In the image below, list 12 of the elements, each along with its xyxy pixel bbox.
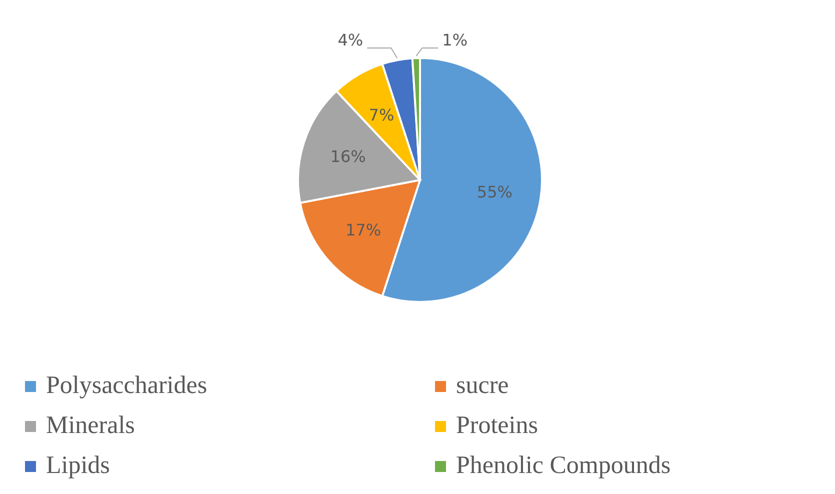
legend-label: sucre <box>456 372 509 400</box>
legend-label: Phenolic Compounds <box>456 452 671 480</box>
data-label: 1% <box>442 30 468 50</box>
data-label: 4% <box>338 30 364 50</box>
data-label: 55% <box>476 182 512 202</box>
legend-label: Polysaccharides <box>46 372 208 400</box>
legend-label: Proteins <box>456 412 538 440</box>
legend-label: Lipids <box>46 452 110 480</box>
data-label: 16% <box>330 147 366 166</box>
data-label: 7% <box>368 105 394 124</box>
legend-label: Minerals <box>46 412 135 440</box>
data-label: 17% <box>345 220 382 240</box>
